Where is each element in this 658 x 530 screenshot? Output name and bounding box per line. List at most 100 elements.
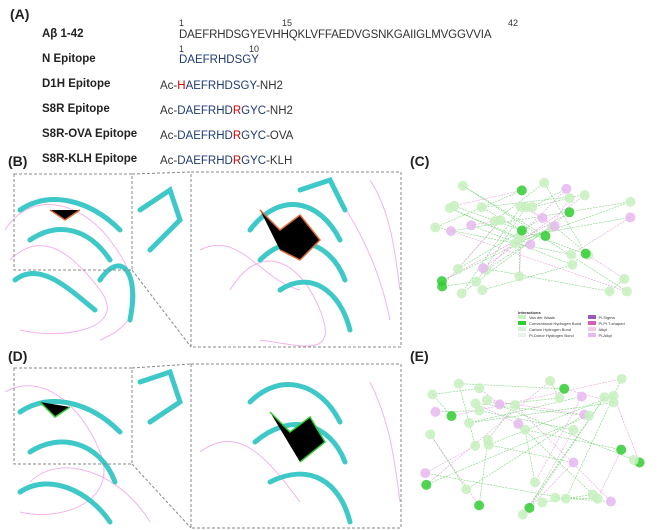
residue-node [559,383,570,394]
seq-s8r: Ac-DAEFRHDRGYC-NH2 [160,105,293,117]
seq-label-n-epitope: N Epitope [42,53,96,65]
residue-node [584,410,595,421]
seq-number-42: 42 [508,18,519,28]
residue-node [478,263,489,274]
residue-node [608,397,619,408]
interaction-line [499,397,560,405]
residue-node [461,484,472,495]
residue-node [604,286,615,297]
residue-node [625,212,636,223]
legend-title: Interactions [518,310,541,315]
seq-label-abeta: Aβ 1-42 [42,28,84,40]
seq-s8r-ova: Ac-DAEFRHDRGYC-OVA [160,130,293,142]
residue-node [568,424,579,435]
seq-core-rest: GYC [241,105,267,117]
residue-node [420,468,431,479]
interaction-line [481,194,585,208]
interaction-line [469,402,614,424]
legend-item: Pi-Sigma [587,315,654,320]
residue-node [568,457,579,468]
seq-suffix: -NH2 [266,105,293,117]
legend-item: Pi-Alkyl [587,333,654,338]
residue-node [580,248,591,259]
residue-node [476,202,487,213]
interaction-line [487,404,516,440]
interaction-line [532,197,570,208]
residue-node [449,200,460,211]
epitope-sticks [49,209,322,261]
interaction-line [525,429,622,450]
interaction-line [458,383,476,446]
residue-node [529,477,540,488]
residue-node [457,180,468,191]
legend-label: Pi-Alkyl [598,333,612,338]
seq-n-epitope: DAEFRHDSGY [179,54,259,66]
residue-node [509,399,520,410]
legend-swatch [518,333,526,337]
seq-core: DAEFRHD [177,105,233,117]
legend-swatch [587,321,596,325]
seq-number-10: 10 [249,44,260,54]
residue-node [621,286,632,297]
seq-mutation: H [177,80,186,92]
legend-label: Alkyl [598,327,607,332]
residue-node [482,434,493,445]
legend-label: Pi-Pi T-shaped [598,321,625,326]
residue-node [525,239,536,250]
legend-item: Carbon Hydrogen Bond [518,327,584,332]
seq-label-d1h: D1H Epitope [42,78,111,90]
seq-label-s8r-klh: S8R-KLH Epitope [42,153,138,165]
legend-item: Van der Waals [518,315,584,320]
seq-mutation: R [232,130,242,142]
residue-node [425,429,436,440]
interaction-line [488,395,614,446]
legend-swatch [518,327,526,331]
interaction-line [494,182,545,222]
residue-node [453,263,464,274]
legend-label: Pi-Donor Hydrogen Bond [529,333,574,338]
seq-d1h: Ac-HAEFRHDSGY-NH2 [160,80,283,92]
residue-node [616,373,627,384]
residue-node [524,502,535,513]
protein-structure-b [4,171,402,348]
seq-number-1: 1 [179,18,185,28]
interaction-line [432,387,480,395]
residue-node [430,222,441,233]
interaction-line [457,220,501,270]
seq-core-rest: GYC [241,130,267,142]
seq-prefix: Ac- [160,80,178,92]
legend-item: Pi-Pi T-shaped [587,321,654,326]
zoom-inset-box [190,363,402,529]
seq-mutation: R [232,155,242,167]
antibody-ribbon [17,368,353,525]
interaction-line [425,472,567,499]
epitope-sticks [39,401,326,463]
seq-core: DAEFRHD [177,155,233,167]
residue-node [464,417,475,428]
interaction-line [597,449,622,499]
antibody-ribbon [12,176,353,333]
interaction-line [441,226,552,282]
interaction-diagram-c [430,177,636,299]
residue-node [616,444,627,455]
seq-label-s8r-ova: S8R-OVA Epitope [42,128,138,140]
interaction-line [518,423,593,495]
legend-item: Conventional Hydrogen Bond [518,321,584,326]
interaction-line [483,267,610,292]
residue-node [576,391,587,402]
legend-swatch [587,327,596,331]
interaction-line [454,205,589,256]
seq-core-rest: GYC [241,155,267,167]
residue-node [470,440,481,451]
residue-node [549,221,560,232]
interaction-line [471,224,573,266]
legend-label: Pi-Sigma [598,315,615,320]
residue-node [564,207,575,218]
panel-label-c: (C) [410,153,430,169]
interaction-diagram-e [420,373,645,520]
residue-node [513,418,524,429]
zoom-region-box [13,367,133,465]
residue-node [625,196,636,207]
panel-label-e: (E) [410,348,429,364]
interaction-line [466,414,585,490]
